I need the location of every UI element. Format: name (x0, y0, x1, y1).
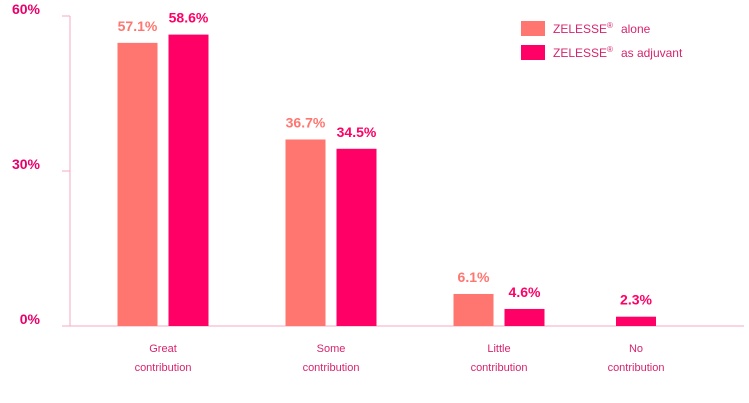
legend-label-name: ZELESSE (553, 22, 607, 36)
bar (117, 42, 158, 326)
bar-value-label: 36.7% (286, 114, 326, 130)
legend-swatch (521, 21, 545, 36)
bar-value-label: 58.6% (169, 10, 209, 26)
legend-label: ZELESSE® alone (553, 21, 651, 36)
y-tick-label: 30% (12, 156, 41, 172)
x-tick-label: Little (487, 343, 510, 355)
x-axis-category-labels: Great contribution Some contribution Little c… (135, 343, 665, 374)
legend-label-sup: ® (607, 45, 613, 54)
bar-value-labels: 57.1% 58.6% 36.7% 34.5% 6.1% 4.6% 2.3% (118, 10, 653, 308)
bar-value-label: 34.5% (337, 124, 377, 140)
x-tick-label: contribution (608, 362, 665, 374)
legend-swatch (521, 45, 545, 60)
bar-value-label: 4.6% (509, 284, 541, 300)
x-tick-label: Great (149, 343, 177, 355)
y-tick-label: 60% (12, 1, 41, 17)
chart-bars (117, 34, 656, 326)
bar (336, 148, 377, 326)
x-tick-label: contribution (135, 362, 192, 374)
bar (453, 293, 494, 326)
bar (616, 316, 656, 326)
y-axis-ticks: 0% 30% 60% (12, 1, 70, 327)
bar (168, 34, 209, 326)
bar (285, 139, 326, 326)
x-tick-label: contribution (471, 362, 528, 374)
bar-value-label: 2.3% (620, 292, 652, 308)
x-tick-label: contribution (303, 362, 360, 374)
bar-value-label: 57.1% (118, 18, 158, 34)
x-tick-label: Some (317, 343, 346, 355)
legend-label-sup: ® (607, 21, 613, 30)
x-tick-label: No (629, 343, 643, 355)
y-tick-label: 0% (20, 311, 41, 327)
legend-label-name: ZELESSE (553, 46, 607, 60)
legend-label-suffix: alone (621, 22, 651, 36)
bar-value-label: 6.1% (458, 269, 490, 285)
bar (504, 308, 545, 326)
legend-label-suffix: as adjuvant (621, 46, 683, 60)
legend-label: ZELESSE® as adjuvant (553, 45, 683, 60)
